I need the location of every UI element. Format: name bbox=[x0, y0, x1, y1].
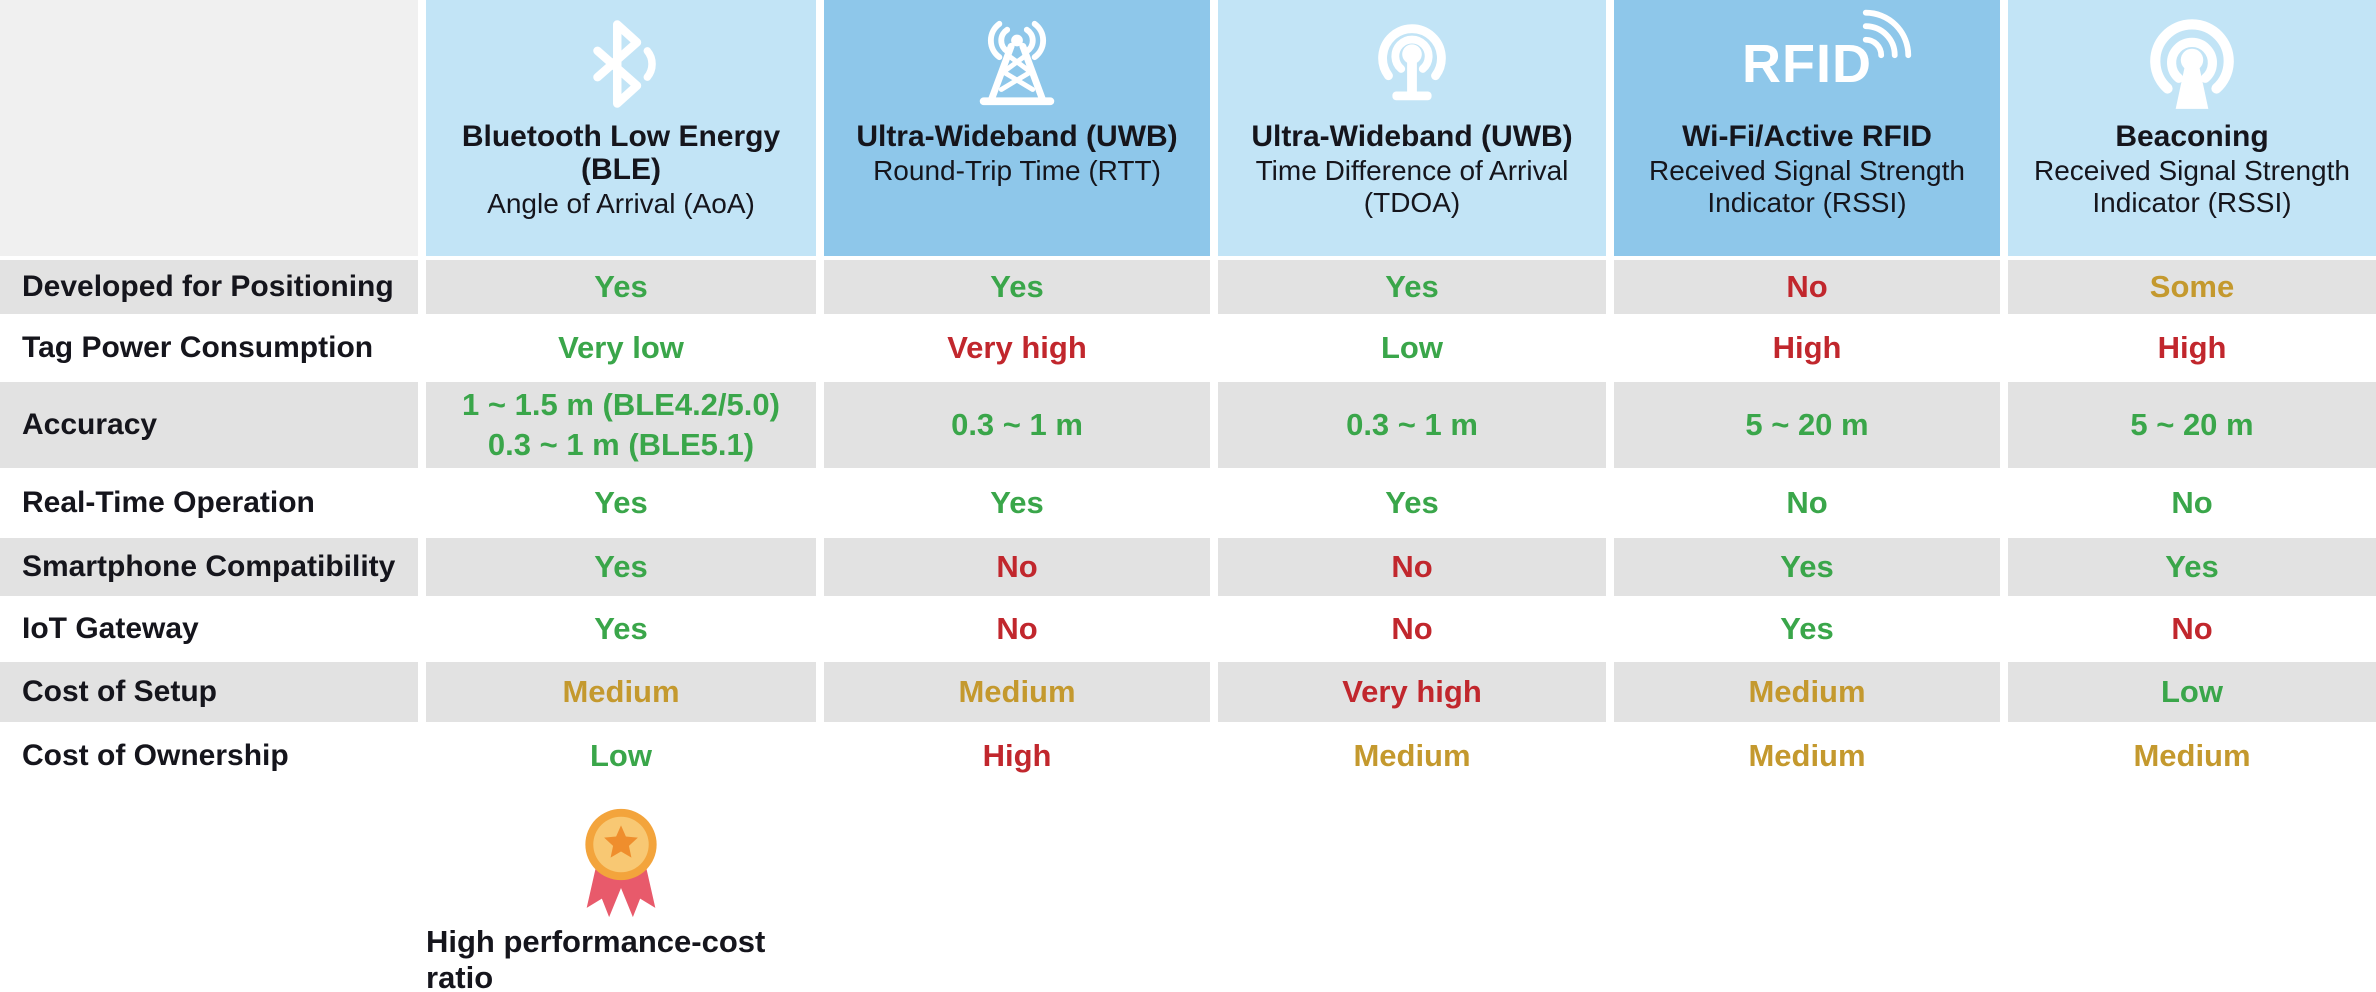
cell-developed-uwb-tdoa: Yes bbox=[1218, 260, 1606, 314]
row-label-developed-for-positioning: Developed for Positioning bbox=[0, 260, 418, 314]
cell-iot-ble: Yes bbox=[594, 610, 648, 646]
column-subtitle: Received Signal Strength Indicator (RSSI… bbox=[2034, 155, 2350, 218]
column-subtitle: Angle of Arrival (AoA) bbox=[487, 188, 755, 219]
cell-smartphone-ble: Yes bbox=[426, 538, 816, 596]
cell-iot-uwb-tdoa: No bbox=[1391, 610, 1433, 646]
cell-ownership-uwb-rtt: High bbox=[982, 737, 1052, 773]
column-title: Ultra-Wideband (UWB) bbox=[1251, 120, 1573, 153]
column-header-uwb-tdoa: Ultra-Wideband (UWB) Time Difference of … bbox=[1218, 0, 1606, 256]
cell-iot-wifi-rfid: Yes bbox=[1780, 610, 1834, 646]
cell-developed-beaconing: Some bbox=[2008, 260, 2376, 314]
cell-developed-ble: Yes bbox=[426, 260, 816, 314]
column-title: Wi-Fi/Active RFID bbox=[1682, 120, 1932, 153]
row-label-iot-gateway: IoT Gateway bbox=[22, 612, 199, 645]
cell-power-beaconing: High bbox=[2157, 329, 2227, 365]
column-subtitle: Round-Trip Time (RTT) bbox=[873, 155, 1161, 186]
rfid-wordmark: RFID bbox=[1742, 9, 1912, 94]
comparison-grid: Bluetooth Low Energy (BLE) Angle of Arri… bbox=[0, 0, 2376, 773]
cell-ownership-wifi-rfid: Medium bbox=[1748, 737, 1866, 773]
corner-spacer bbox=[0, 0, 418, 256]
medal-icon bbox=[585, 808, 657, 918]
column-header-wifi-rfid: RFID Wi-Fi/Active RFID Received Signal S… bbox=[1614, 0, 2000, 256]
column-title: Beaconing bbox=[2115, 120, 2269, 153]
cell-setup-beaconing: Low bbox=[2008, 662, 2376, 722]
cell-setup-uwb-tdoa: Very high bbox=[1218, 662, 1606, 722]
cell-ownership-beaconing: Medium bbox=[2133, 737, 2251, 773]
bluetooth-icon bbox=[574, 8, 668, 120]
cell-developed-wifi-rfid: No bbox=[1614, 260, 2000, 314]
badge-caption: High performance-cost ratio bbox=[426, 924, 766, 992]
beacon-icon bbox=[2141, 8, 2243, 120]
ble-award-badge: High performance-cost ratio bbox=[426, 798, 816, 992]
broadcast-antenna-icon bbox=[1363, 8, 1461, 120]
cell-ownership-uwb-tdoa: Medium bbox=[1353, 737, 1471, 773]
row-label-smartphone-compatibility: Smartphone Compatibility bbox=[0, 538, 418, 596]
cell-realtime-uwb-tdoa: Yes bbox=[1385, 484, 1439, 520]
cell-smartphone-uwb-tdoa: No bbox=[1218, 538, 1606, 596]
cell-power-uwb-rtt: Very high bbox=[947, 329, 1087, 365]
cell-smartphone-wifi-rfid: Yes bbox=[1614, 538, 2000, 596]
cell-setup-ble: Medium bbox=[426, 662, 816, 722]
cell-accuracy-beaconing: 5 ~ 20 m bbox=[2008, 382, 2376, 468]
cell-setup-uwb-rtt: Medium bbox=[824, 662, 1210, 722]
cell-iot-beaconing: No bbox=[2171, 610, 2213, 646]
cell-accuracy-wifi-rfid: 5 ~ 20 m bbox=[1614, 382, 2000, 468]
column-title: Ultra-Wideband (UWB) bbox=[856, 120, 1178, 153]
cell-realtime-uwb-rtt: Yes bbox=[990, 484, 1044, 520]
cell-power-ble: Very low bbox=[558, 329, 684, 365]
column-header-uwb-rtt: Ultra-Wideband (UWB) Round-Trip Time (RT… bbox=[824, 0, 1210, 256]
cell-accuracy-uwb-rtt: 0.3 ~ 1 m bbox=[824, 382, 1210, 468]
row-label-accuracy: Accuracy bbox=[0, 382, 418, 468]
signal-waves-icon bbox=[1862, 9, 1912, 59]
cell-smartphone-beaconing: Yes bbox=[2008, 538, 2376, 596]
column-subtitle: Time Difference of Arrival (TDOA) bbox=[1255, 155, 1569, 218]
cell-power-uwb-tdoa: Low bbox=[1381, 329, 1443, 365]
row-label-cost-of-setup: Cost of Setup bbox=[0, 662, 418, 722]
cell-realtime-ble: Yes bbox=[594, 484, 648, 520]
column-subtitle: Received Signal Strength Indicator (RSSI… bbox=[1649, 155, 1965, 218]
rfid-icon: RFID bbox=[1742, 8, 1912, 120]
cell-setup-wifi-rfid: Medium bbox=[1614, 662, 2000, 722]
cell-realtime-wifi-rfid: No bbox=[1786, 484, 1828, 520]
cell-ownership-ble: Low bbox=[590, 737, 652, 773]
cell-accuracy-ble: 1 ~ 1.5 m (BLE4.2/5.0) 0.3 ~ 1 m (BLE5.1… bbox=[426, 382, 816, 468]
row-label-tag-power-consumption: Tag Power Consumption bbox=[22, 331, 374, 364]
column-header-ble: Bluetooth Low Energy (BLE) Angle of Arri… bbox=[426, 0, 816, 256]
row-label-real-time-operation: Real-Time Operation bbox=[22, 486, 315, 519]
cell-smartphone-uwb-rtt: No bbox=[824, 538, 1210, 596]
cell-realtime-beaconing: No bbox=[2171, 484, 2213, 520]
column-header-beaconing: Beaconing Received Signal Strength Indic… bbox=[2008, 0, 2376, 256]
column-title: Bluetooth Low Energy (BLE) bbox=[461, 120, 781, 186]
rfid-wordmark-text: RFID bbox=[1742, 34, 1872, 94]
cell-iot-uwb-rtt: No bbox=[996, 610, 1038, 646]
cell-accuracy-uwb-tdoa: 0.3 ~ 1 m bbox=[1218, 382, 1606, 468]
row-label-cost-of-ownership: Cost of Ownership bbox=[22, 739, 289, 772]
cell-developed-uwb-rtt: Yes bbox=[824, 260, 1210, 314]
cell-power-wifi-rfid: High bbox=[1772, 329, 1842, 365]
radio-tower-icon bbox=[968, 8, 1066, 120]
